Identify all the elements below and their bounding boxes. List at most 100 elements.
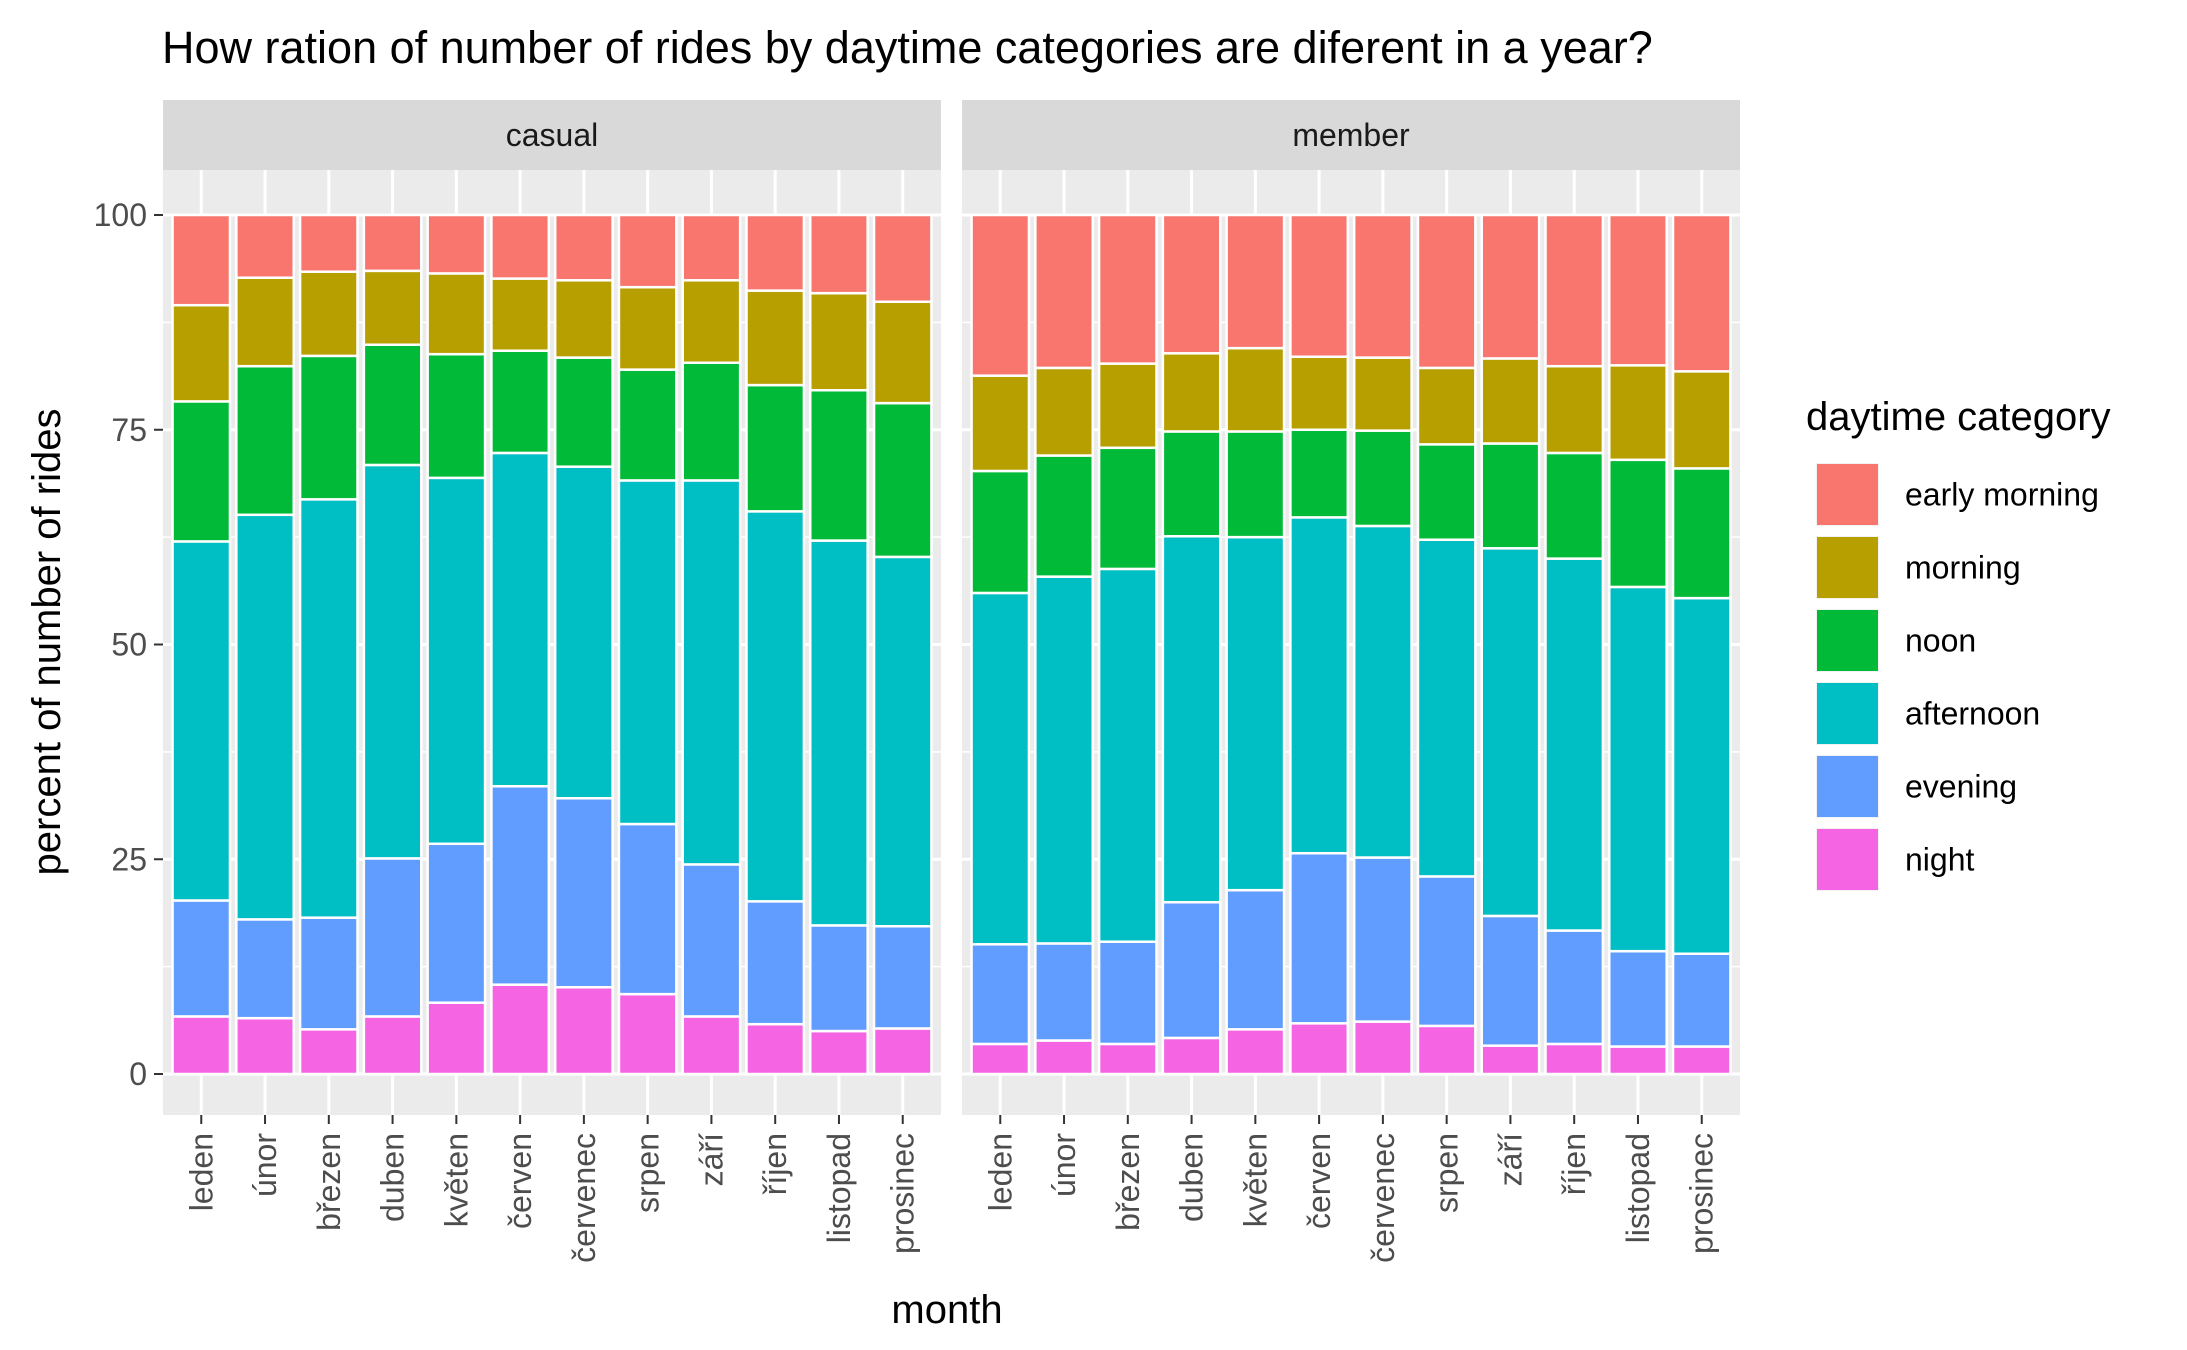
bar-segment-evening [1480, 914, 1541, 1047]
bar-segment-morning [1608, 364, 1668, 462]
bar-segment-evening [490, 784, 551, 986]
bar-segment-noon [1352, 429, 1413, 528]
bar-segment-early-morning [426, 213, 487, 275]
x-tick-label: listopad [1620, 1133, 1656, 1243]
bar-segment-early-morning [235, 213, 295, 279]
bar-segment-morning [1161, 352, 1222, 433]
bar-segment-evening [809, 924, 869, 1033]
bar-segment-afternoon [1608, 585, 1668, 953]
x-tick-label: prosinec [885, 1133, 921, 1254]
bar-segment-morning [1289, 355, 1350, 431]
bar-segment-early-morning [1352, 213, 1413, 359]
bar-segment-afternoon [553, 465, 614, 800]
legend-item-night: night [1816, 828, 1975, 891]
bar-segment-morning [970, 374, 1031, 473]
bar-segment-afternoon [1352, 524, 1413, 859]
bar-stack-member-srpen [1416, 213, 1477, 1076]
bar-segment-noon [490, 349, 551, 455]
bar-segment-night [1352, 1020, 1413, 1076]
bar-segment-noon [235, 364, 295, 517]
bar-segment-early-morning [872, 213, 933, 304]
bar-segment-afternoon [426, 476, 487, 846]
bar-segment-morning [872, 300, 933, 405]
x-tick-label: únor [247, 1133, 283, 1197]
bar-stack-casual-červenec [553, 213, 614, 1076]
bar-segment-morning [362, 269, 423, 346]
bar-segment-afternoon [872, 555, 933, 928]
x-tick-label: červenec [1365, 1133, 1401, 1263]
bar-segment-afternoon [1671, 596, 1732, 955]
bar-segment-noon [1225, 430, 1286, 539]
bar-segment-morning [553, 279, 614, 359]
bar-segment-evening [1097, 940, 1158, 1046]
bar-segment-night [1608, 1045, 1668, 1076]
bar-stack-member-říjen [1544, 213, 1605, 1076]
legend-label: early morning [1905, 477, 2099, 513]
bar-segment-night [362, 1015, 423, 1076]
bar-stack-member-září [1480, 213, 1541, 1076]
bar-segment-night [553, 985, 614, 1076]
bar-segment-noon [681, 361, 742, 482]
bar-segment-noon [1097, 446, 1158, 571]
bar-stack-member-červen [1289, 213, 1350, 1076]
bar-segment-evening [1225, 888, 1286, 1031]
bar-stack-member-listopad [1608, 213, 1668, 1076]
x-tick-label: listopad [821, 1133, 857, 1243]
bar-segment-night [1289, 1022, 1350, 1076]
legend-label: night [1905, 842, 1975, 878]
x-tick-label: srpen [1429, 1133, 1465, 1213]
bar-segment-afternoon [745, 510, 806, 903]
bar-segment-night [1097, 1042, 1158, 1076]
bar-segment-morning [1416, 366, 1477, 446]
bar-segment-evening [617, 822, 678, 996]
facet-strip [163, 100, 941, 170]
bar-segment-night [171, 1015, 232, 1076]
bar-stack-casual-březen [298, 213, 359, 1076]
x-tick-label: září [1492, 1133, 1528, 1186]
bar-stack-member-květen [1225, 213, 1286, 1076]
bar-segment-evening [298, 916, 359, 1031]
bar-stack-casual-srpen [617, 213, 678, 1076]
bar-segment-night [681, 1015, 742, 1076]
bar-stack-casual-prosinec [872, 213, 933, 1076]
bar-segment-early-morning [1097, 213, 1158, 365]
bar-segment-night [1671, 1045, 1732, 1076]
bar-segment-noon [1161, 430, 1222, 538]
legend-label: afternoon [1905, 696, 2040, 732]
bar-segment-afternoon [1034, 575, 1094, 945]
bar-segment-morning [235, 276, 295, 368]
y-tick-label: 100 [94, 197, 147, 233]
legend-swatch [1817, 829, 1878, 890]
bar-segment-evening [1544, 929, 1605, 1046]
bar-segment-morning [490, 277, 551, 352]
chart-title: How ration of number of rides by daytime… [162, 22, 1653, 73]
legend-item-morning: morning [1816, 536, 2021, 599]
bar-segment-afternoon [809, 539, 869, 927]
bar-stack-casual-leden [171, 213, 232, 1076]
legend-label: morning [1905, 550, 2021, 586]
bar-segment-noon [1289, 428, 1350, 519]
bar-segment-early-morning [1225, 213, 1286, 350]
bar-stack-casual-únor [235, 213, 295, 1076]
x-tick-label: leden [982, 1133, 1018, 1211]
x-tick-label: srpen [630, 1133, 666, 1213]
bar-segment-early-morning [745, 213, 806, 292]
x-tick-label: únor [1046, 1133, 1082, 1197]
bar-segment-noon [872, 401, 933, 559]
facet-strip-label: member [1292, 117, 1410, 153]
x-tick-label: květen [438, 1133, 474, 1227]
x-tick-label: září [693, 1133, 729, 1186]
x-tick-label: červenec [566, 1133, 602, 1263]
bar-segment-afternoon [681, 479, 742, 866]
bar-segment-early-morning [1161, 213, 1222, 355]
bar-segment-night [426, 1001, 487, 1076]
x-tick-label: květen [1237, 1133, 1273, 1227]
bar-segment-early-morning [1289, 213, 1350, 358]
bar-stack-casual-červen [490, 213, 551, 1076]
bar-segment-night [1161, 1036, 1222, 1076]
bar-segment-early-morning [970, 213, 1031, 377]
bar-segment-evening [553, 797, 614, 989]
bar-segment-evening [171, 899, 232, 1018]
bar-segment-noon [1671, 467, 1732, 600]
bar-segment-afternoon [171, 540, 232, 902]
